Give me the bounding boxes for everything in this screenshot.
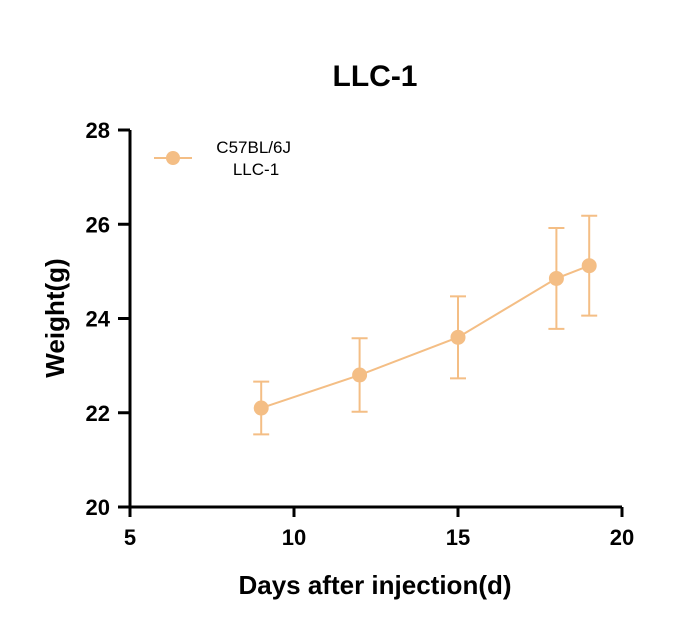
- x-tick-label: 20: [610, 525, 634, 550]
- data-point: [352, 367, 368, 383]
- legend-marker: [166, 151, 180, 165]
- y-ticks: 20 22 24 26 28: [86, 118, 130, 520]
- legend-label-line-1: C57BL/6J: [216, 138, 291, 157]
- legend-label: C57BL/6J LLC-1: [216, 138, 295, 179]
- y-tick-label: 26: [86, 212, 110, 237]
- x-tick-label: 15: [446, 525, 470, 550]
- axes: [128, 130, 622, 509]
- y-axis-label: Weight(g): [40, 258, 70, 377]
- x-tick-label: 10: [282, 525, 306, 550]
- data-point: [253, 400, 269, 416]
- legend: C57BL/6J LLC-1: [154, 138, 295, 179]
- x-tick-label: 5: [124, 525, 136, 550]
- series-line: [260, 264, 590, 409]
- plot-area: [253, 214, 598, 436]
- y-tick-label: 24: [86, 307, 111, 332]
- data-point: [450, 329, 466, 345]
- y-tick-label: 22: [86, 401, 110, 426]
- y-tick-label: 28: [86, 118, 110, 143]
- data-point: [548, 270, 564, 286]
- data-point: [581, 258, 597, 274]
- x-axis-label: Days after injection(d): [238, 570, 511, 600]
- legend-label-line-2: LLC-1: [233, 160, 279, 179]
- chart-title: LLC-1: [333, 60, 418, 93]
- x-ticks: 5 10 15 20: [124, 507, 634, 550]
- y-tick-label: 20: [86, 495, 110, 520]
